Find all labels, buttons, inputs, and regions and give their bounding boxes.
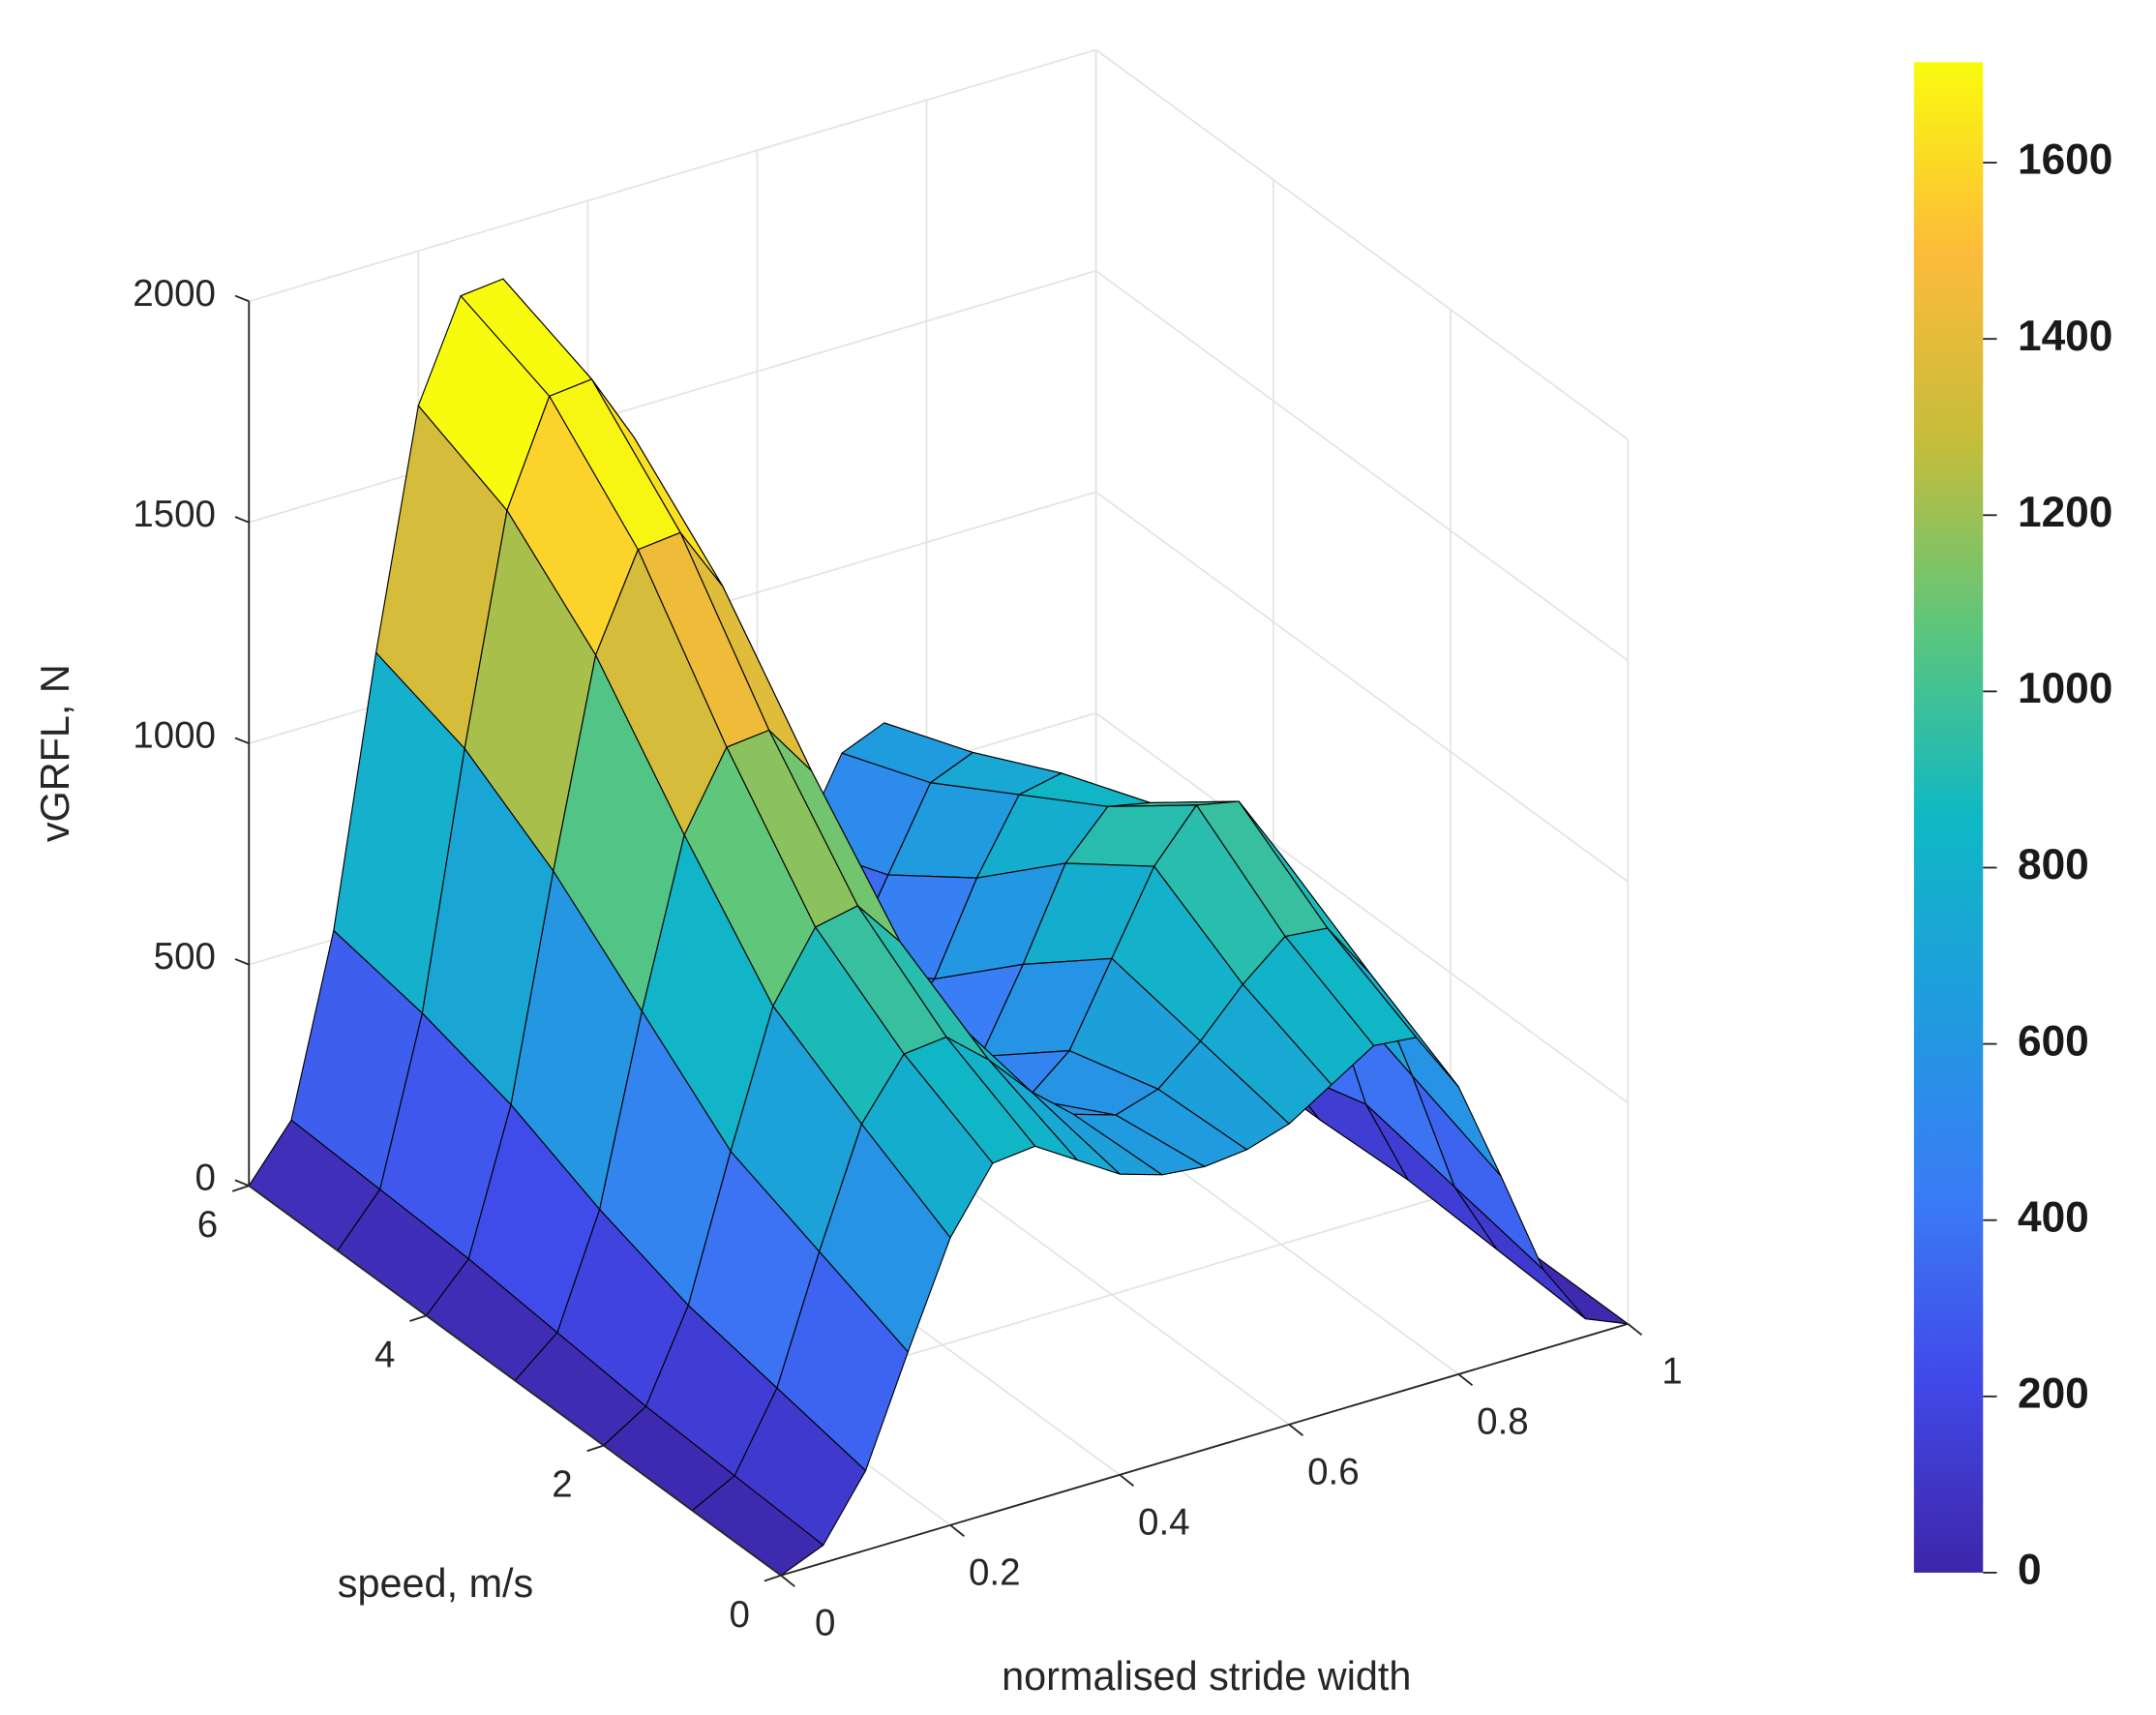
x-tick-label: 0 (815, 1602, 835, 1643)
y-tick-label: 0 (729, 1594, 749, 1636)
x-tick-label: 0.8 (1477, 1400, 1529, 1442)
z-tick-label: 0 (195, 1158, 216, 1199)
grid-line (1095, 270, 1629, 662)
colorbar (1913, 62, 1984, 1573)
colorbar-ticks: 0 200 400 600 800 1000 1200 1400 1600 (1983, 136, 2112, 1594)
y-tick (231, 1185, 250, 1192)
x-tick-label: 0.4 (1138, 1501, 1190, 1543)
axes: 0 0.2 0.4 0.6 0.8 1 0 2 4 6 0 500 1000 1500 2000 (133, 273, 1682, 1644)
x-tick-label: 0.6 (1307, 1451, 1360, 1492)
colorbar-tick-label: 1400 (2018, 313, 2112, 360)
z-tick-label: 1000 (133, 715, 216, 757)
colorbar-tick-label: 200 (2018, 1370, 2089, 1418)
x-tick (949, 1524, 965, 1537)
colorbar-tick-label: 1000 (2018, 665, 2112, 712)
surface-face (1453, 1186, 1587, 1320)
z-tick (234, 516, 250, 524)
z-tick (234, 958, 250, 966)
colorbar-tick-label: 0 (2018, 1547, 2042, 1594)
colorbar-tick-label: 1600 (2018, 136, 2112, 184)
x-tick (1627, 1323, 1643, 1337)
x-axis (780, 1323, 1629, 1577)
y-axis (248, 1185, 782, 1577)
colorbar-tick-label: 800 (2018, 841, 2089, 888)
colorbar-tick-label: 600 (2018, 1017, 2089, 1065)
z-tick-label: 1500 (133, 494, 216, 535)
y-tick-label: 2 (552, 1464, 572, 1506)
y-axis-label: speed, m/s (338, 1561, 533, 1606)
z-tick (234, 294, 250, 303)
x-tick (1288, 1424, 1304, 1437)
grid-line (1095, 48, 1629, 440)
x-tick-label: 1 (1662, 1351, 1682, 1393)
z-tick (234, 1179, 250, 1187)
z-tick (234, 737, 250, 745)
x-tick (1119, 1474, 1134, 1487)
grid-line (1095, 491, 1629, 883)
z-tick-label: 2000 (133, 273, 216, 315)
y-tick-label: 4 (374, 1334, 395, 1375)
grid-line (1095, 712, 1629, 1104)
z-axis-label: vGRFL, N (33, 664, 77, 842)
colorbar-tick-label: 400 (2018, 1193, 2089, 1241)
z-tick-label: 500 (154, 936, 216, 978)
grid-line (249, 270, 1096, 524)
x-tick-label: 0.2 (969, 1551, 1021, 1593)
x-tick (1457, 1373, 1474, 1387)
y-tick (409, 1314, 427, 1322)
x-tick (780, 1575, 795, 1587)
y-tick (764, 1574, 782, 1582)
surface (248, 278, 1629, 1577)
x-axis-label: normalised stride width (1002, 1654, 1411, 1699)
colorbar-tick-label: 1200 (2018, 489, 2112, 536)
y-tick-label: 6 (197, 1204, 218, 1246)
grid-line (249, 48, 1096, 303)
y-tick (586, 1444, 605, 1453)
